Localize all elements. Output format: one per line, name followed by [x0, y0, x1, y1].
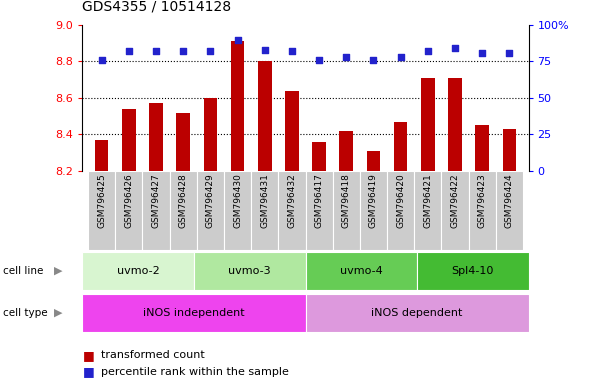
Bar: [231, 41, 244, 171]
Text: ■: ■: [82, 365, 94, 378]
Bar: [224, 171, 251, 250]
Text: GSM796427: GSM796427: [152, 173, 161, 228]
Point: [314, 57, 324, 63]
Point: [233, 36, 243, 43]
Point: [423, 48, 433, 54]
Text: GSM796420: GSM796420: [396, 173, 405, 228]
Bar: [177, 113, 190, 171]
Text: GSM796417: GSM796417: [315, 173, 324, 228]
Text: cell line: cell line: [3, 266, 43, 276]
Text: cell type: cell type: [3, 308, 48, 318]
Bar: [149, 103, 163, 171]
Text: GSM796432: GSM796432: [287, 173, 296, 228]
Bar: [169, 171, 197, 250]
Point: [450, 45, 460, 51]
Text: iNOS dependent: iNOS dependent: [371, 308, 463, 318]
Bar: [306, 252, 417, 290]
Point: [205, 48, 215, 54]
Text: Spl4-10: Spl4-10: [452, 266, 494, 276]
Bar: [194, 252, 306, 290]
Bar: [306, 171, 333, 250]
Point: [287, 48, 297, 54]
Point: [368, 57, 378, 63]
Bar: [503, 129, 516, 171]
Bar: [203, 98, 217, 171]
Point: [97, 57, 106, 63]
Bar: [360, 171, 387, 250]
Text: percentile rank within the sample: percentile rank within the sample: [101, 367, 288, 377]
Bar: [258, 61, 271, 171]
Bar: [340, 131, 353, 171]
Text: uvmo-3: uvmo-3: [229, 266, 271, 276]
Text: GSM796418: GSM796418: [342, 173, 351, 228]
Point: [342, 54, 351, 60]
Bar: [306, 294, 529, 332]
Point: [260, 47, 269, 53]
Bar: [278, 171, 306, 250]
Text: ▶: ▶: [54, 266, 62, 276]
Bar: [82, 294, 306, 332]
Text: GSM796424: GSM796424: [505, 173, 514, 228]
Text: iNOS independent: iNOS independent: [143, 308, 245, 318]
Bar: [88, 171, 115, 250]
Point: [124, 48, 134, 54]
Text: GSM796425: GSM796425: [97, 173, 106, 228]
Text: GSM796428: GSM796428: [178, 173, 188, 228]
Bar: [448, 78, 462, 171]
Text: uvmo-4: uvmo-4: [340, 266, 382, 276]
Bar: [475, 125, 489, 171]
Bar: [469, 171, 496, 250]
Bar: [312, 142, 326, 171]
Bar: [442, 171, 469, 250]
Text: ▶: ▶: [54, 308, 62, 318]
Bar: [367, 151, 380, 171]
Text: GSM796430: GSM796430: [233, 173, 242, 228]
Bar: [95, 140, 108, 171]
Bar: [333, 171, 360, 250]
Text: GDS4355 / 10514128: GDS4355 / 10514128: [82, 0, 232, 13]
Text: GSM796422: GSM796422: [450, 173, 459, 228]
Text: GSM796429: GSM796429: [206, 173, 215, 228]
Bar: [496, 171, 523, 250]
Bar: [285, 91, 299, 171]
Point: [396, 54, 406, 60]
Text: GSM796423: GSM796423: [478, 173, 487, 228]
Bar: [414, 171, 442, 250]
Bar: [197, 171, 224, 250]
Text: GSM796426: GSM796426: [124, 173, 133, 228]
Bar: [122, 109, 136, 171]
Point: [151, 48, 161, 54]
Bar: [387, 171, 414, 250]
Point: [178, 48, 188, 54]
Text: ■: ■: [82, 349, 94, 362]
Bar: [417, 252, 529, 290]
Bar: [142, 171, 169, 250]
Text: GSM796431: GSM796431: [260, 173, 269, 228]
Bar: [82, 252, 194, 290]
Bar: [115, 171, 142, 250]
Text: transformed count: transformed count: [101, 350, 205, 360]
Text: GSM796421: GSM796421: [423, 173, 433, 228]
Bar: [251, 171, 278, 250]
Text: GSM796419: GSM796419: [369, 173, 378, 228]
Bar: [394, 122, 408, 171]
Text: uvmo-2: uvmo-2: [117, 266, 159, 276]
Point: [477, 50, 487, 56]
Bar: [421, 78, 434, 171]
Point: [505, 50, 514, 56]
